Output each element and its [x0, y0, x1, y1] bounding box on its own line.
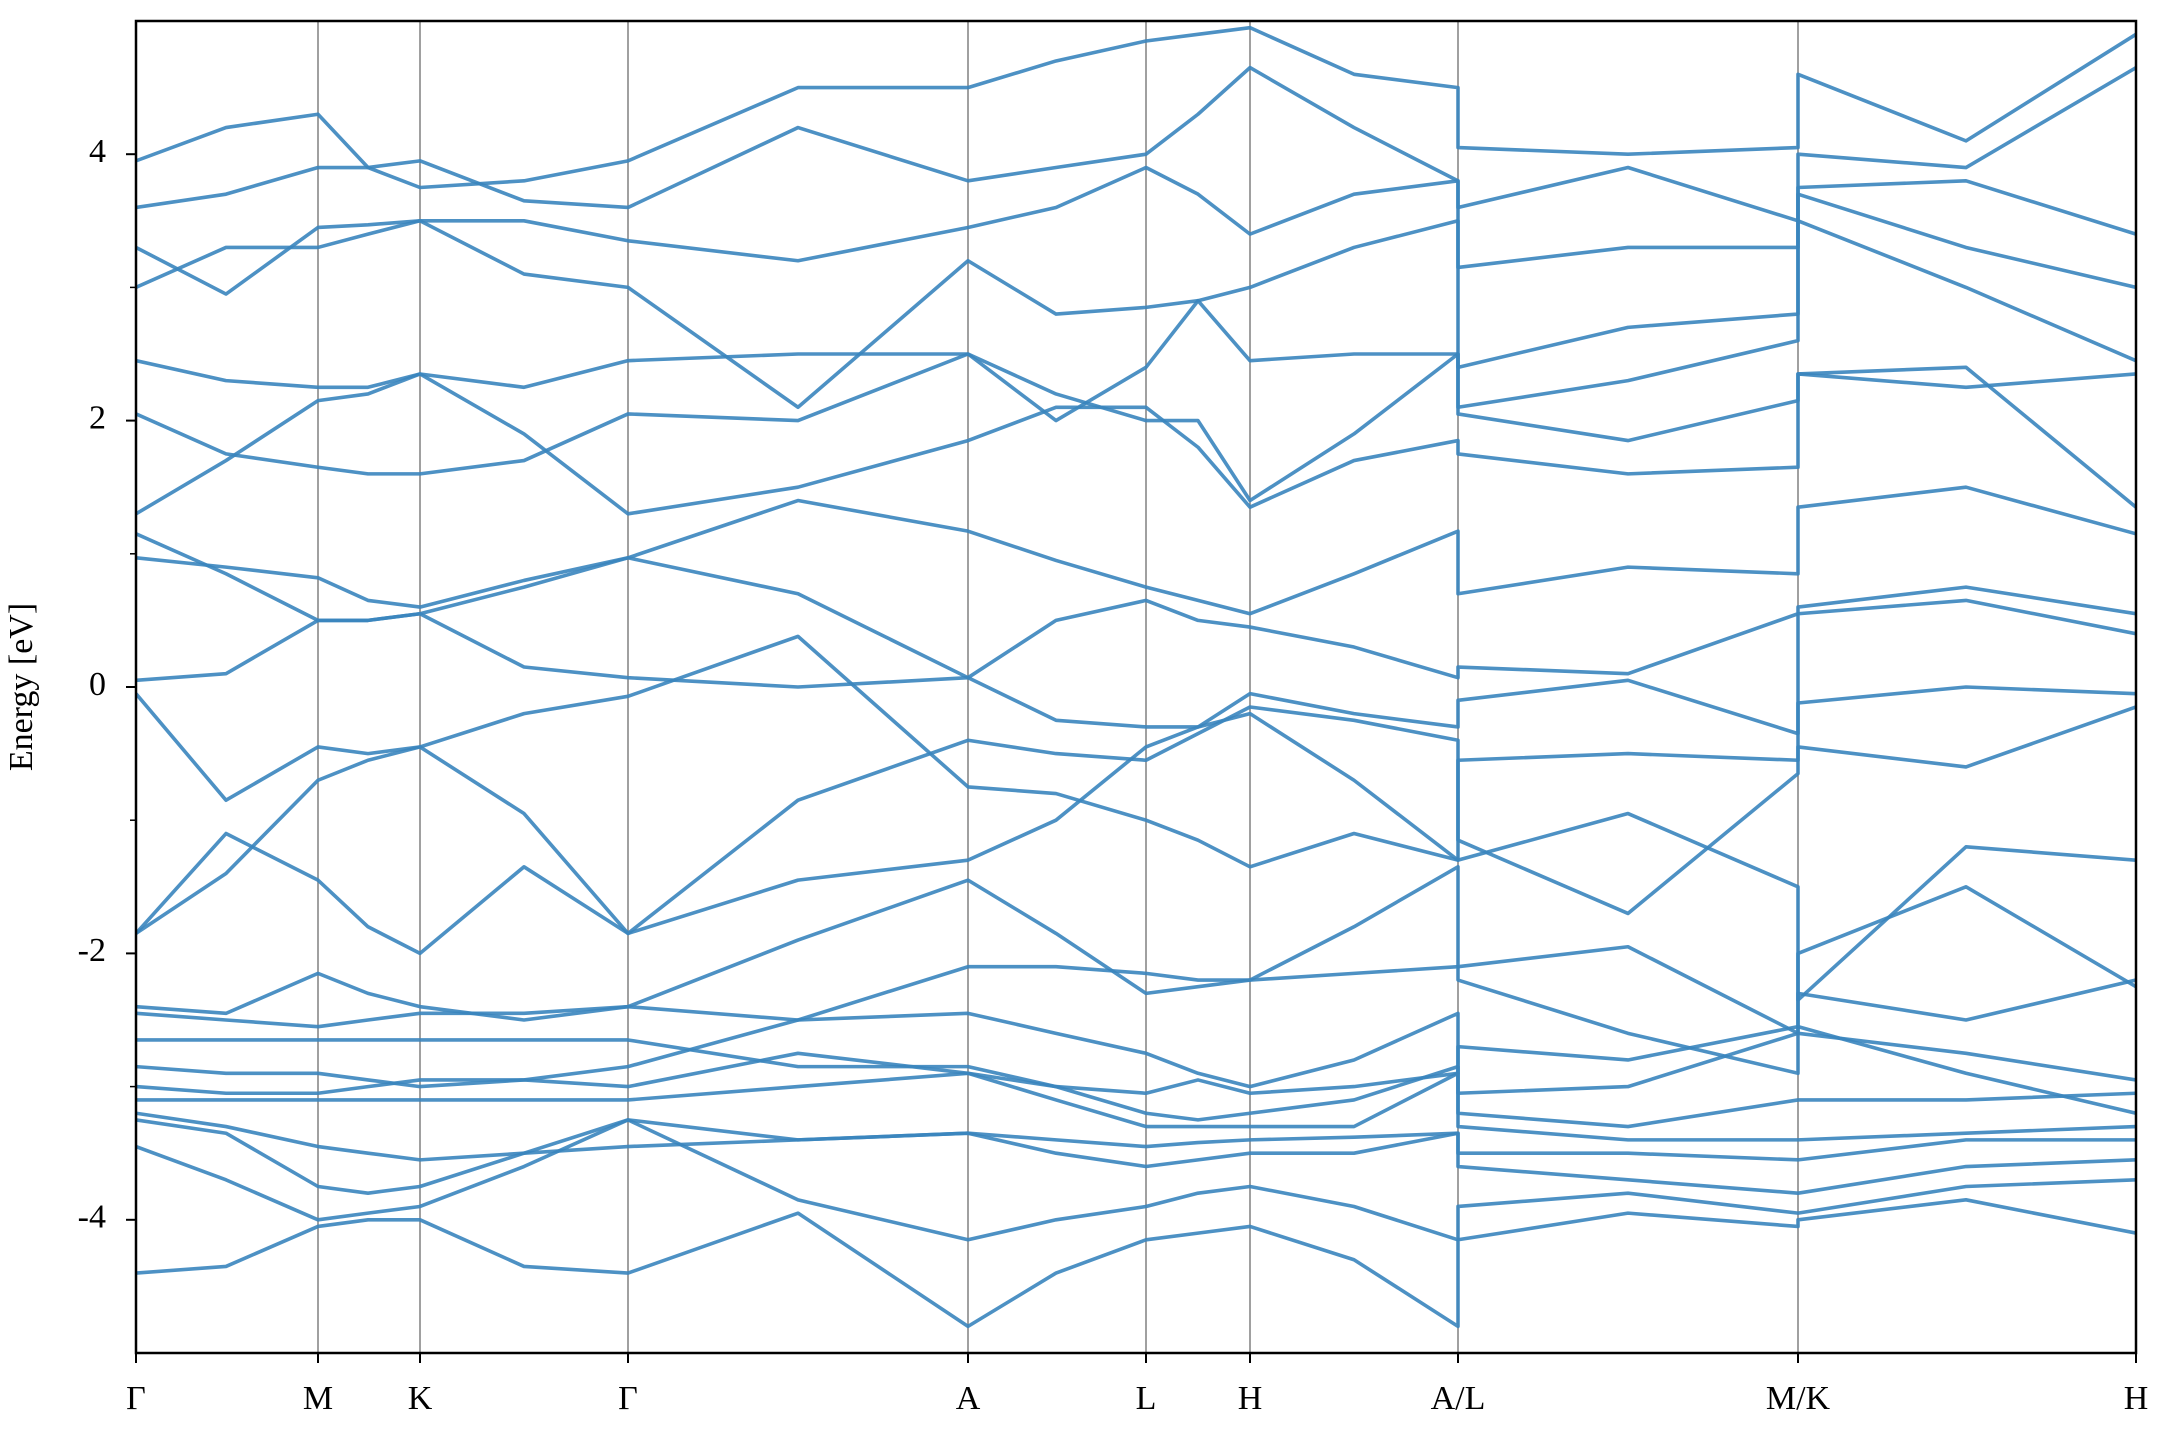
band-line [136, 598, 2136, 736]
band-line [136, 1051, 2136, 1129]
band-line [136, 865, 2136, 1036]
band-line [136, 1071, 2136, 1142]
x-tick-label: A/L [1431, 1380, 1486, 1417]
y-tick-label: -2 [78, 932, 106, 969]
band-line [136, 219, 2136, 423]
band-line [136, 352, 2136, 503]
x-tick-label: H [1238, 1380, 1263, 1417]
x-tick-label: Γ [618, 1380, 638, 1417]
band-line [136, 634, 2136, 869]
x-tick-label: M/K [1766, 1380, 1831, 1417]
y-tick-label: 4 [89, 133, 106, 170]
band-line [136, 485, 2136, 623]
x-tick-label: H [2124, 1380, 2149, 1417]
y-axis-label: Energy [eV] [3, 603, 40, 771]
band-line [136, 1118, 2136, 1242]
y-tick-label: 2 [89, 399, 106, 436]
x-tick-label: Γ [126, 1380, 146, 1417]
x-tick-label: A [956, 1380, 981, 1417]
plot-frame [134, 19, 2138, 1355]
band-line [136, 1198, 2136, 1329]
band-line [136, 964, 2136, 1076]
band-line [136, 1111, 2136, 1162]
band-line [136, 165, 2136, 296]
y-tick-label: -4 [78, 1199, 106, 1236]
band-line [136, 556, 2136, 680]
band-line [136, 711, 2136, 1002]
band-line [136, 1118, 2136, 1195]
x-tick-label: L [1136, 1380, 1157, 1417]
y-tick-label: 0 [89, 666, 106, 703]
band-line [136, 192, 2136, 410]
x-tick-label: M [303, 1380, 333, 1417]
x-tick-label: K [408, 1380, 433, 1417]
band-line [136, 65, 2136, 223]
band-line [136, 1011, 2136, 1096]
band-line [136, 1024, 2136, 1115]
band-line [136, 705, 2136, 936]
band-line [136, 25, 2136, 190]
band-line [136, 365, 2136, 516]
